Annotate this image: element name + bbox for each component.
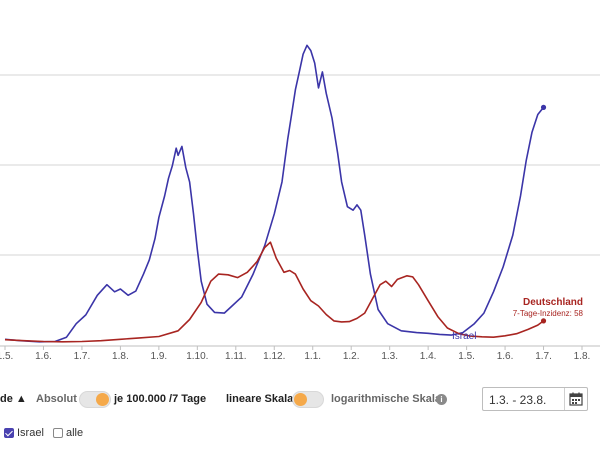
sort-arrow-icon: ▲ (15, 393, 27, 405)
date-range-picker[interactable]: 1.3. - 23.8. (482, 387, 588, 411)
scale-mode-toggle[interactable] (79, 391, 111, 408)
series-label-deutschland: Deutschland (523, 297, 583, 308)
x-tick-label: 1.8. (574, 351, 591, 362)
x-tick-label: 1.7. (74, 351, 91, 362)
x-tick-label: 1.6. (497, 351, 514, 362)
x-tick-label: 1.1. (304, 351, 321, 362)
linear-scale-label: lineare Skala (226, 393, 294, 405)
checkbox-all-label: alle (66, 427, 84, 439)
x-tick-label: 1.8. (112, 351, 129, 362)
info-icon[interactable]: i (436, 394, 447, 405)
checkbox-israel-box[interactable] (4, 428, 14, 438)
x-tick-label: 1.10. (186, 351, 208, 362)
series-line-deutschland (4, 241, 544, 343)
checkbox-all-box[interactable] (53, 428, 63, 438)
x-tick-label: 1.4. (420, 351, 437, 362)
chart-controls: de ▲ Absolut je 100.000 /7 Tage lineare … (0, 383, 600, 415)
x-tick-label: 1.9. (151, 351, 168, 362)
date-range-value: 1.3. - 23.8. (489, 393, 547, 407)
series-line-israel (4, 44, 545, 343)
x-tick-label: 1.5. (458, 351, 475, 362)
x-tick-label: 1.12. (263, 351, 285, 362)
calendar-icon[interactable] (564, 388, 587, 410)
x-tick-label: 1.3. (381, 351, 398, 362)
series-endpoint-deutschland (540, 318, 547, 324)
series-label-israel: Israel (452, 331, 476, 342)
sort-fragment: de (0, 393, 13, 405)
checkbox-israel[interactable]: Israel (4, 427, 44, 439)
series-layer (4, 44, 547, 343)
checkbox-israel-label: Israel (17, 427, 44, 439)
country-filter: Israel alle (0, 424, 200, 444)
toggle-knob (294, 393, 307, 406)
toggle-knob (96, 393, 109, 406)
checkbox-all[interactable]: alle (53, 427, 83, 439)
series-sublabel-deutschland: 7-Tage-Inzidenz: 58 (513, 309, 584, 318)
axis-scale-toggle[interactable] (292, 391, 324, 408)
x-tick-label: 1.2. (343, 351, 360, 362)
sort-label[interactable]: de ▲ (0, 393, 27, 405)
x-axis: 1.5. 1.6. 1.7. 1.8. 1.9. 1.10. 1.11. 1.12. 1.1. 1… (0, 346, 590, 362)
per-100k-label: je 100.000 /7 Tage (114, 393, 207, 405)
log-scale-label: logarithmische Skala (331, 393, 442, 405)
x-tick-label: 1.7. (535, 351, 552, 362)
x-tick-label: 1.11. (225, 351, 247, 362)
x-tick-label: 1.6. (35, 351, 52, 362)
series-endpoint-israel (540, 104, 547, 110)
gridlines (0, 74, 600, 347)
absolut-label: Absolut (36, 393, 77, 405)
line-chart: 1.5. 1.6. 1.7. 1.8. 1.9. 1.10. 1.11. 1.12. 1.1. 1… (0, 44, 600, 362)
x-tick-label: 1.5. (0, 351, 13, 362)
